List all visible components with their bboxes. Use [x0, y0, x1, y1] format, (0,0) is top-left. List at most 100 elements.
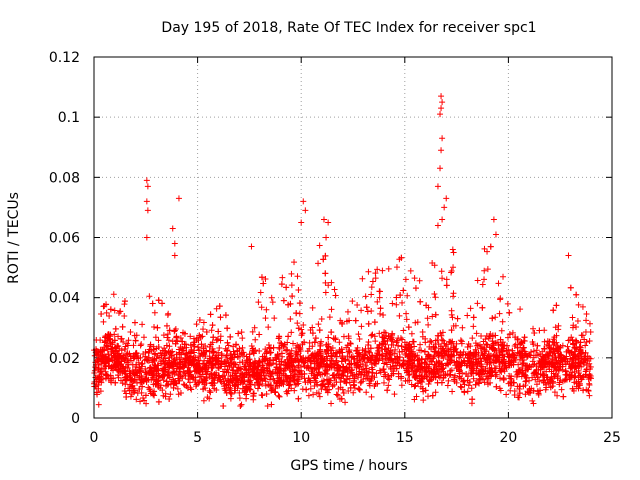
data-point: [311, 375, 318, 382]
data-point: [227, 358, 234, 365]
data-point: [217, 376, 224, 383]
data-point: [578, 355, 585, 362]
data-point: [280, 362, 287, 369]
data-point: [376, 294, 383, 301]
data-point: [345, 388, 352, 395]
data-point: [91, 367, 98, 374]
data-point: [115, 367, 122, 374]
data-point: [530, 400, 537, 407]
data-point: [504, 334, 511, 341]
data-point: [389, 300, 396, 307]
data-point: [487, 367, 494, 374]
data-point: [209, 322, 216, 329]
data-point: [395, 342, 402, 349]
data-point: [450, 264, 457, 271]
data-point: [140, 377, 147, 384]
data-point: [340, 368, 347, 375]
data-point: [551, 334, 558, 341]
data-point: [572, 345, 579, 352]
data-point: [559, 342, 566, 349]
data-point: [411, 383, 418, 390]
data-point: [365, 268, 372, 275]
data-point: [309, 368, 316, 375]
data-point: [474, 342, 481, 349]
data-point: [495, 280, 502, 287]
data-point: [569, 364, 576, 371]
data-point: [340, 389, 347, 396]
data-point: [211, 374, 218, 381]
data-point: [138, 361, 145, 368]
data-point: [498, 347, 505, 354]
data-point: [421, 360, 428, 367]
data-point: [252, 336, 259, 343]
data-point: [320, 256, 327, 263]
data-point: [234, 353, 241, 360]
data-point: [346, 349, 353, 356]
data-point: [497, 375, 504, 382]
data-point: [363, 389, 370, 396]
data-point: [288, 329, 295, 336]
data-point: [432, 294, 439, 301]
data-point: [481, 344, 488, 351]
data-point: [230, 348, 237, 355]
data-point: [335, 392, 342, 399]
data-point: [307, 379, 314, 386]
data-point: [200, 345, 207, 352]
data-point: [355, 331, 362, 338]
data-point: [132, 337, 139, 344]
data-point: [143, 234, 150, 241]
data-point: [261, 356, 268, 363]
data-point: [112, 352, 119, 359]
data-point: [227, 395, 234, 402]
data-point: [503, 364, 510, 371]
data-point: [112, 325, 119, 332]
data-point: [221, 358, 228, 365]
data-point: [306, 339, 313, 346]
data-point: [258, 274, 265, 281]
data-point: [305, 375, 312, 382]
data-point: [409, 338, 416, 345]
data-point: [243, 391, 250, 398]
data-point: [388, 336, 395, 343]
data-point: [480, 368, 487, 375]
data-point: [224, 347, 231, 354]
data-point: [583, 310, 590, 317]
data-point: [520, 371, 527, 378]
data-point: [502, 360, 509, 367]
data-point: [256, 331, 263, 338]
data-point: [475, 371, 482, 378]
data-point: [325, 282, 332, 289]
data-point: [445, 377, 452, 384]
data-point: [320, 377, 327, 384]
data-point: [372, 270, 379, 277]
data-point: [492, 314, 499, 321]
data-point: [354, 301, 361, 308]
data-point: [333, 357, 340, 364]
data-point: [583, 338, 590, 345]
data-point: [492, 365, 499, 372]
data-point: [540, 379, 547, 386]
data-point: [346, 317, 353, 324]
data-point: [175, 372, 182, 379]
data-point: [290, 377, 297, 384]
data-point: [478, 333, 485, 340]
data-point: [444, 382, 451, 389]
data-point: [187, 342, 194, 349]
data-point: [287, 300, 294, 307]
data-point: [396, 312, 403, 319]
data-point: [425, 365, 432, 372]
data-point: [254, 362, 261, 369]
data-point: [177, 365, 184, 372]
data-point: [264, 402, 271, 409]
data-point: [311, 339, 318, 346]
data-point: [293, 381, 300, 388]
data-point: [368, 393, 375, 400]
data-point: [337, 364, 344, 371]
data-point: [338, 395, 345, 402]
data-point: [213, 337, 220, 344]
data-point: [174, 385, 181, 392]
data-point: [131, 319, 138, 326]
data-point: [564, 343, 571, 350]
data-point: [543, 368, 550, 375]
data-point: [402, 352, 409, 359]
